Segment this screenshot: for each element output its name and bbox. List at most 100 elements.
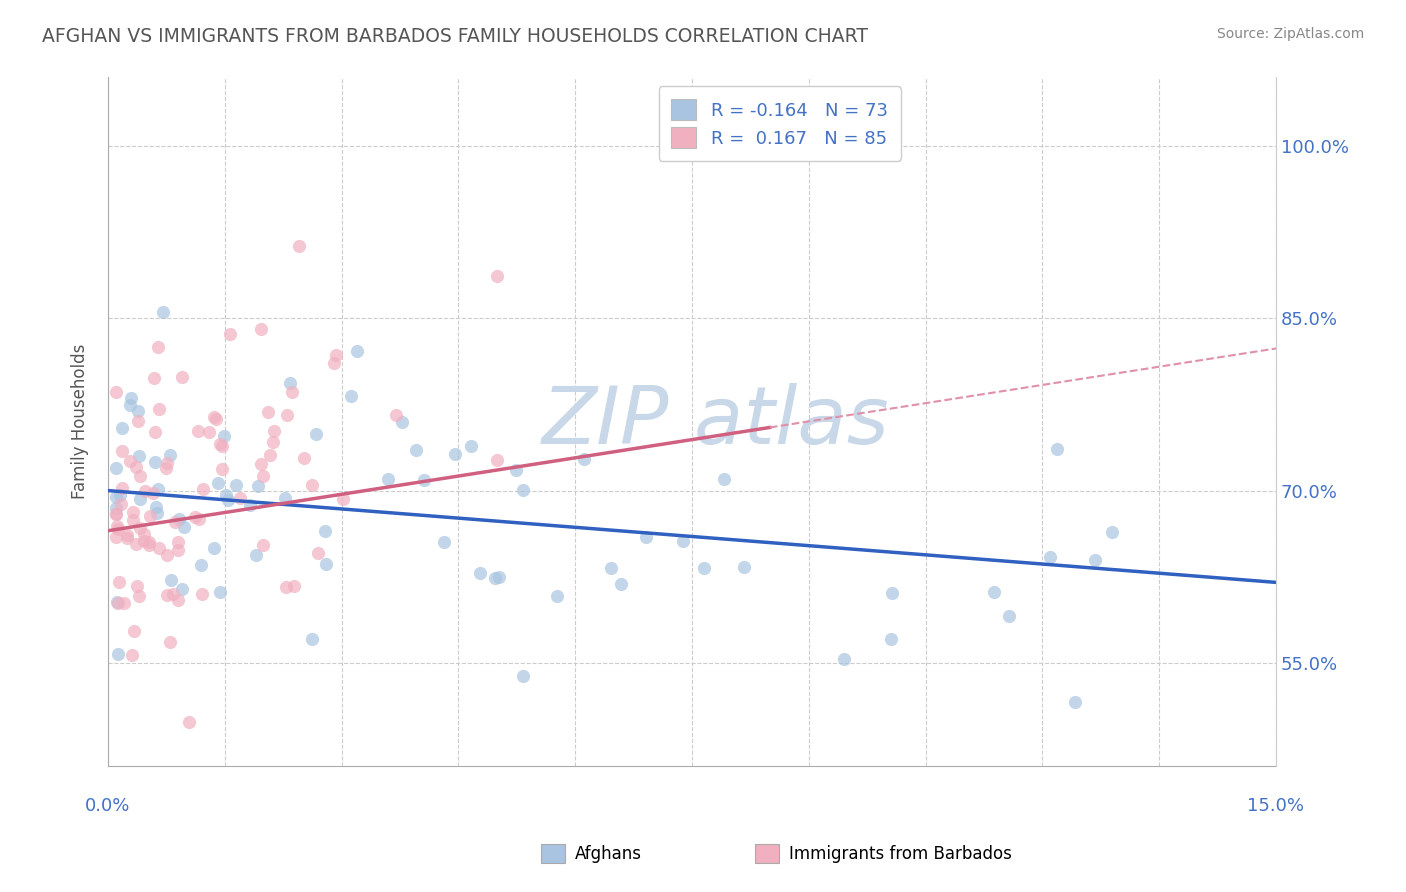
Point <box>214 488 236 502</box>
Point <box>204 412 226 426</box>
Point <box>305 427 328 442</box>
Point <box>122 624 145 638</box>
Point <box>188 511 211 525</box>
Point <box>125 459 148 474</box>
Point <box>1046 442 1069 456</box>
Point <box>128 469 150 483</box>
Point <box>107 522 129 536</box>
Point <box>104 501 127 516</box>
Point <box>155 456 177 470</box>
Text: Afghans: Afghans <box>575 845 643 863</box>
Point <box>486 268 509 283</box>
Point <box>405 443 427 458</box>
Point <box>138 509 160 524</box>
Point <box>1101 525 1123 540</box>
Point <box>315 558 337 572</box>
Text: Immigrants from Barbados: Immigrants from Barbados <box>789 845 1012 863</box>
Point <box>108 488 131 502</box>
Point <box>314 524 336 538</box>
Point <box>281 385 304 400</box>
Point <box>105 518 128 533</box>
Point <box>118 398 141 412</box>
Point <box>104 530 127 544</box>
Point <box>128 590 150 604</box>
Point <box>146 483 169 497</box>
Point <box>444 447 467 461</box>
Point <box>193 482 215 496</box>
Point <box>252 469 274 483</box>
Bar <box>541 844 565 863</box>
Point <box>219 326 242 341</box>
Point <box>104 507 127 521</box>
Text: ZIP atlas: ZIP atlas <box>541 383 889 461</box>
Point <box>880 632 903 646</box>
Point <box>120 391 142 405</box>
Point <box>104 490 127 504</box>
Point <box>276 580 298 594</box>
Point <box>263 424 285 438</box>
Point <box>134 483 156 498</box>
Point <box>148 541 170 556</box>
Point <box>276 408 298 422</box>
Point <box>413 473 436 487</box>
Point <box>128 492 150 507</box>
Text: AFGHAN VS IMMIGRANTS FROM BARBADOS FAMILY HOUSEHOLDS CORRELATION CHART: AFGHAN VS IMMIGRANTS FROM BARBADOS FAMIL… <box>42 27 868 45</box>
Point <box>346 344 368 359</box>
Point <box>713 472 735 486</box>
Point <box>433 535 456 549</box>
Point <box>340 389 363 403</box>
Point <box>115 528 138 542</box>
Point <box>122 512 145 526</box>
Point <box>292 450 315 465</box>
Point <box>283 579 305 593</box>
Point <box>142 485 165 500</box>
Point <box>128 449 150 463</box>
Point <box>167 535 190 549</box>
Point <box>172 582 194 596</box>
Point <box>733 560 755 574</box>
Point <box>209 585 232 599</box>
Point <box>134 533 156 548</box>
Point <box>197 425 219 440</box>
Point <box>202 410 225 425</box>
Point <box>385 408 408 422</box>
Point <box>159 449 181 463</box>
Point <box>190 558 212 573</box>
Text: Source: ZipAtlas.com: Source: ZipAtlas.com <box>1216 27 1364 41</box>
Point <box>184 510 207 524</box>
Point <box>460 439 482 453</box>
Point <box>636 530 658 544</box>
Point <box>332 491 354 506</box>
Point <box>138 538 160 552</box>
Point <box>191 587 214 601</box>
Point <box>110 421 132 435</box>
Point <box>470 566 492 580</box>
Point <box>111 444 134 458</box>
Point <box>484 571 506 585</box>
Point <box>159 574 181 588</box>
Point <box>167 512 190 526</box>
Point <box>301 478 323 492</box>
Point <box>115 531 138 545</box>
Point <box>207 476 229 491</box>
Point <box>148 339 170 353</box>
Point <box>572 451 595 466</box>
Point <box>250 322 273 336</box>
Point <box>148 402 170 417</box>
Point <box>280 376 302 390</box>
Point <box>229 491 252 506</box>
Point <box>146 506 169 520</box>
Legend: R = -0.164   N = 73, R =  0.167   N = 85: R = -0.164 N = 73, R = 0.167 N = 85 <box>658 87 901 161</box>
Point <box>832 652 855 666</box>
Point <box>107 647 129 661</box>
Point <box>112 596 135 610</box>
Point <box>159 635 181 649</box>
Point <box>110 498 132 512</box>
Point <box>245 548 267 562</box>
Point <box>307 546 329 560</box>
Point <box>288 238 311 252</box>
Point <box>104 460 127 475</box>
Point <box>546 589 568 603</box>
Point <box>166 592 188 607</box>
Bar <box>755 844 779 863</box>
